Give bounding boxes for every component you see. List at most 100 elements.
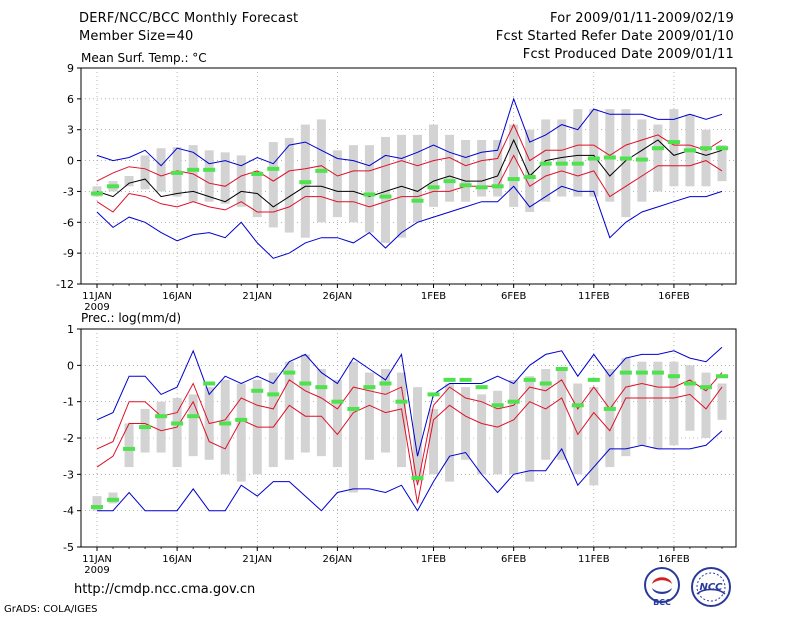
spread-box [220,152,230,204]
x-tick-label: 11JAN [82,554,112,565]
spread-box [461,387,471,460]
observed-mark [427,185,440,190]
x-tick-label: 16FEB [658,554,690,565]
observed-mark [587,377,600,382]
x-tick-label: 6FEB [501,291,526,302]
chart-title: DERF/NCC/BCC Monthly Forecast [79,11,299,26]
observed-mark [699,146,712,151]
plot-frame [80,67,737,285]
spread-box [525,129,535,212]
observed-mark [699,385,712,390]
spread-box [364,372,374,460]
spread-box [268,142,278,228]
forecast-period: For 2009/01/11-2009/02/19 [550,11,734,26]
spread-box [220,379,230,475]
observed-mark [443,377,456,382]
spread-box [717,383,727,420]
spread-box [140,155,150,190]
observed-mark [619,370,632,375]
spread-box [477,140,487,197]
observed-mark [555,161,568,166]
observed-mark [459,183,472,188]
observed-mark [107,184,120,189]
observed-mark [139,425,152,430]
observed-mark [363,192,376,197]
spread-box [621,358,631,457]
spread-box [156,148,166,192]
observed-mark [251,388,264,393]
y-tick-label: -2 [63,432,74,445]
observed-mark [491,403,504,408]
source-url[interactable]: http://cmdp.ncc.cma.gov.cn [74,582,256,597]
spread-box [525,376,535,482]
observed-mark [475,385,488,390]
observed-mark [251,171,264,176]
x-tick-label: 26JAN [322,291,352,302]
spread-box [429,408,439,475]
observed-mark [107,497,120,502]
series-line-max [96,346,723,457]
spread-box [717,145,727,182]
observed-mark [635,157,648,162]
spread-box [316,368,326,457]
spread-box [204,150,214,202]
observed-mark [603,155,616,160]
y-tick-label: -12 [56,278,74,291]
observed-mark [123,446,136,451]
spread-box [557,368,567,460]
observed-mark [539,381,552,386]
x-tick-label: 11FEB [578,554,610,565]
y-tick-label: -3 [63,185,74,198]
observed-mark [299,180,312,185]
spread-box [156,401,166,453]
y-tick-label: -3 [63,468,74,481]
fcst-produced-date: Fcst Produced Date 2009/01/11 [522,47,734,62]
y-tick-label: 9 [67,62,74,75]
spread-box [493,390,503,475]
y-tick-label: 0 [67,155,74,168]
observed-mark [523,175,536,180]
spread-box [413,387,423,482]
bcc-logo: BCC [644,567,680,607]
spread-box [573,383,583,475]
observed-mark [315,168,328,173]
spread-box [477,394,487,475]
spread-box [701,372,711,438]
spread-box [332,379,342,468]
observed-mark [619,156,632,161]
member-size: Member Size=40 [79,29,194,44]
ncc-logo: NCC [691,567,731,607]
fcst-started-date: Fcst Started Refer Date 2009/01/10 [495,29,734,44]
spread-box [92,496,102,511]
spread-box [236,383,246,482]
observed-mark [571,403,584,408]
observed-mark [491,184,504,189]
observed-mark [91,191,103,196]
y-tick-label: 6 [67,93,74,106]
spread-box [429,124,439,207]
observed-mark [587,156,600,161]
observed-mark [171,170,184,175]
observed-mark [555,366,568,371]
spread-box [653,361,663,449]
observed-mark [171,421,184,426]
y-tick-label: 1 [67,323,74,336]
spread-box [685,365,695,431]
x-tick-label: 21JAN [242,554,272,565]
y-tick-label: -9 [63,247,74,260]
y-tick-label: 3 [67,124,74,137]
x-tick-label: 11FEB [578,291,610,302]
spread-box [284,137,294,233]
spread-box [669,361,679,446]
observed-mark [411,475,424,480]
x-tick-label: 26JAN [322,554,352,565]
observed-mark [603,406,616,411]
observed-mark [427,392,440,397]
year-label: 2009 [84,565,109,576]
x-tick-label: 1FEB [421,554,446,565]
panel-title: Prec.: log(mm/d) [81,311,181,325]
observed-mark [635,370,648,375]
spread-box [509,124,519,207]
observed-mark [459,377,472,382]
